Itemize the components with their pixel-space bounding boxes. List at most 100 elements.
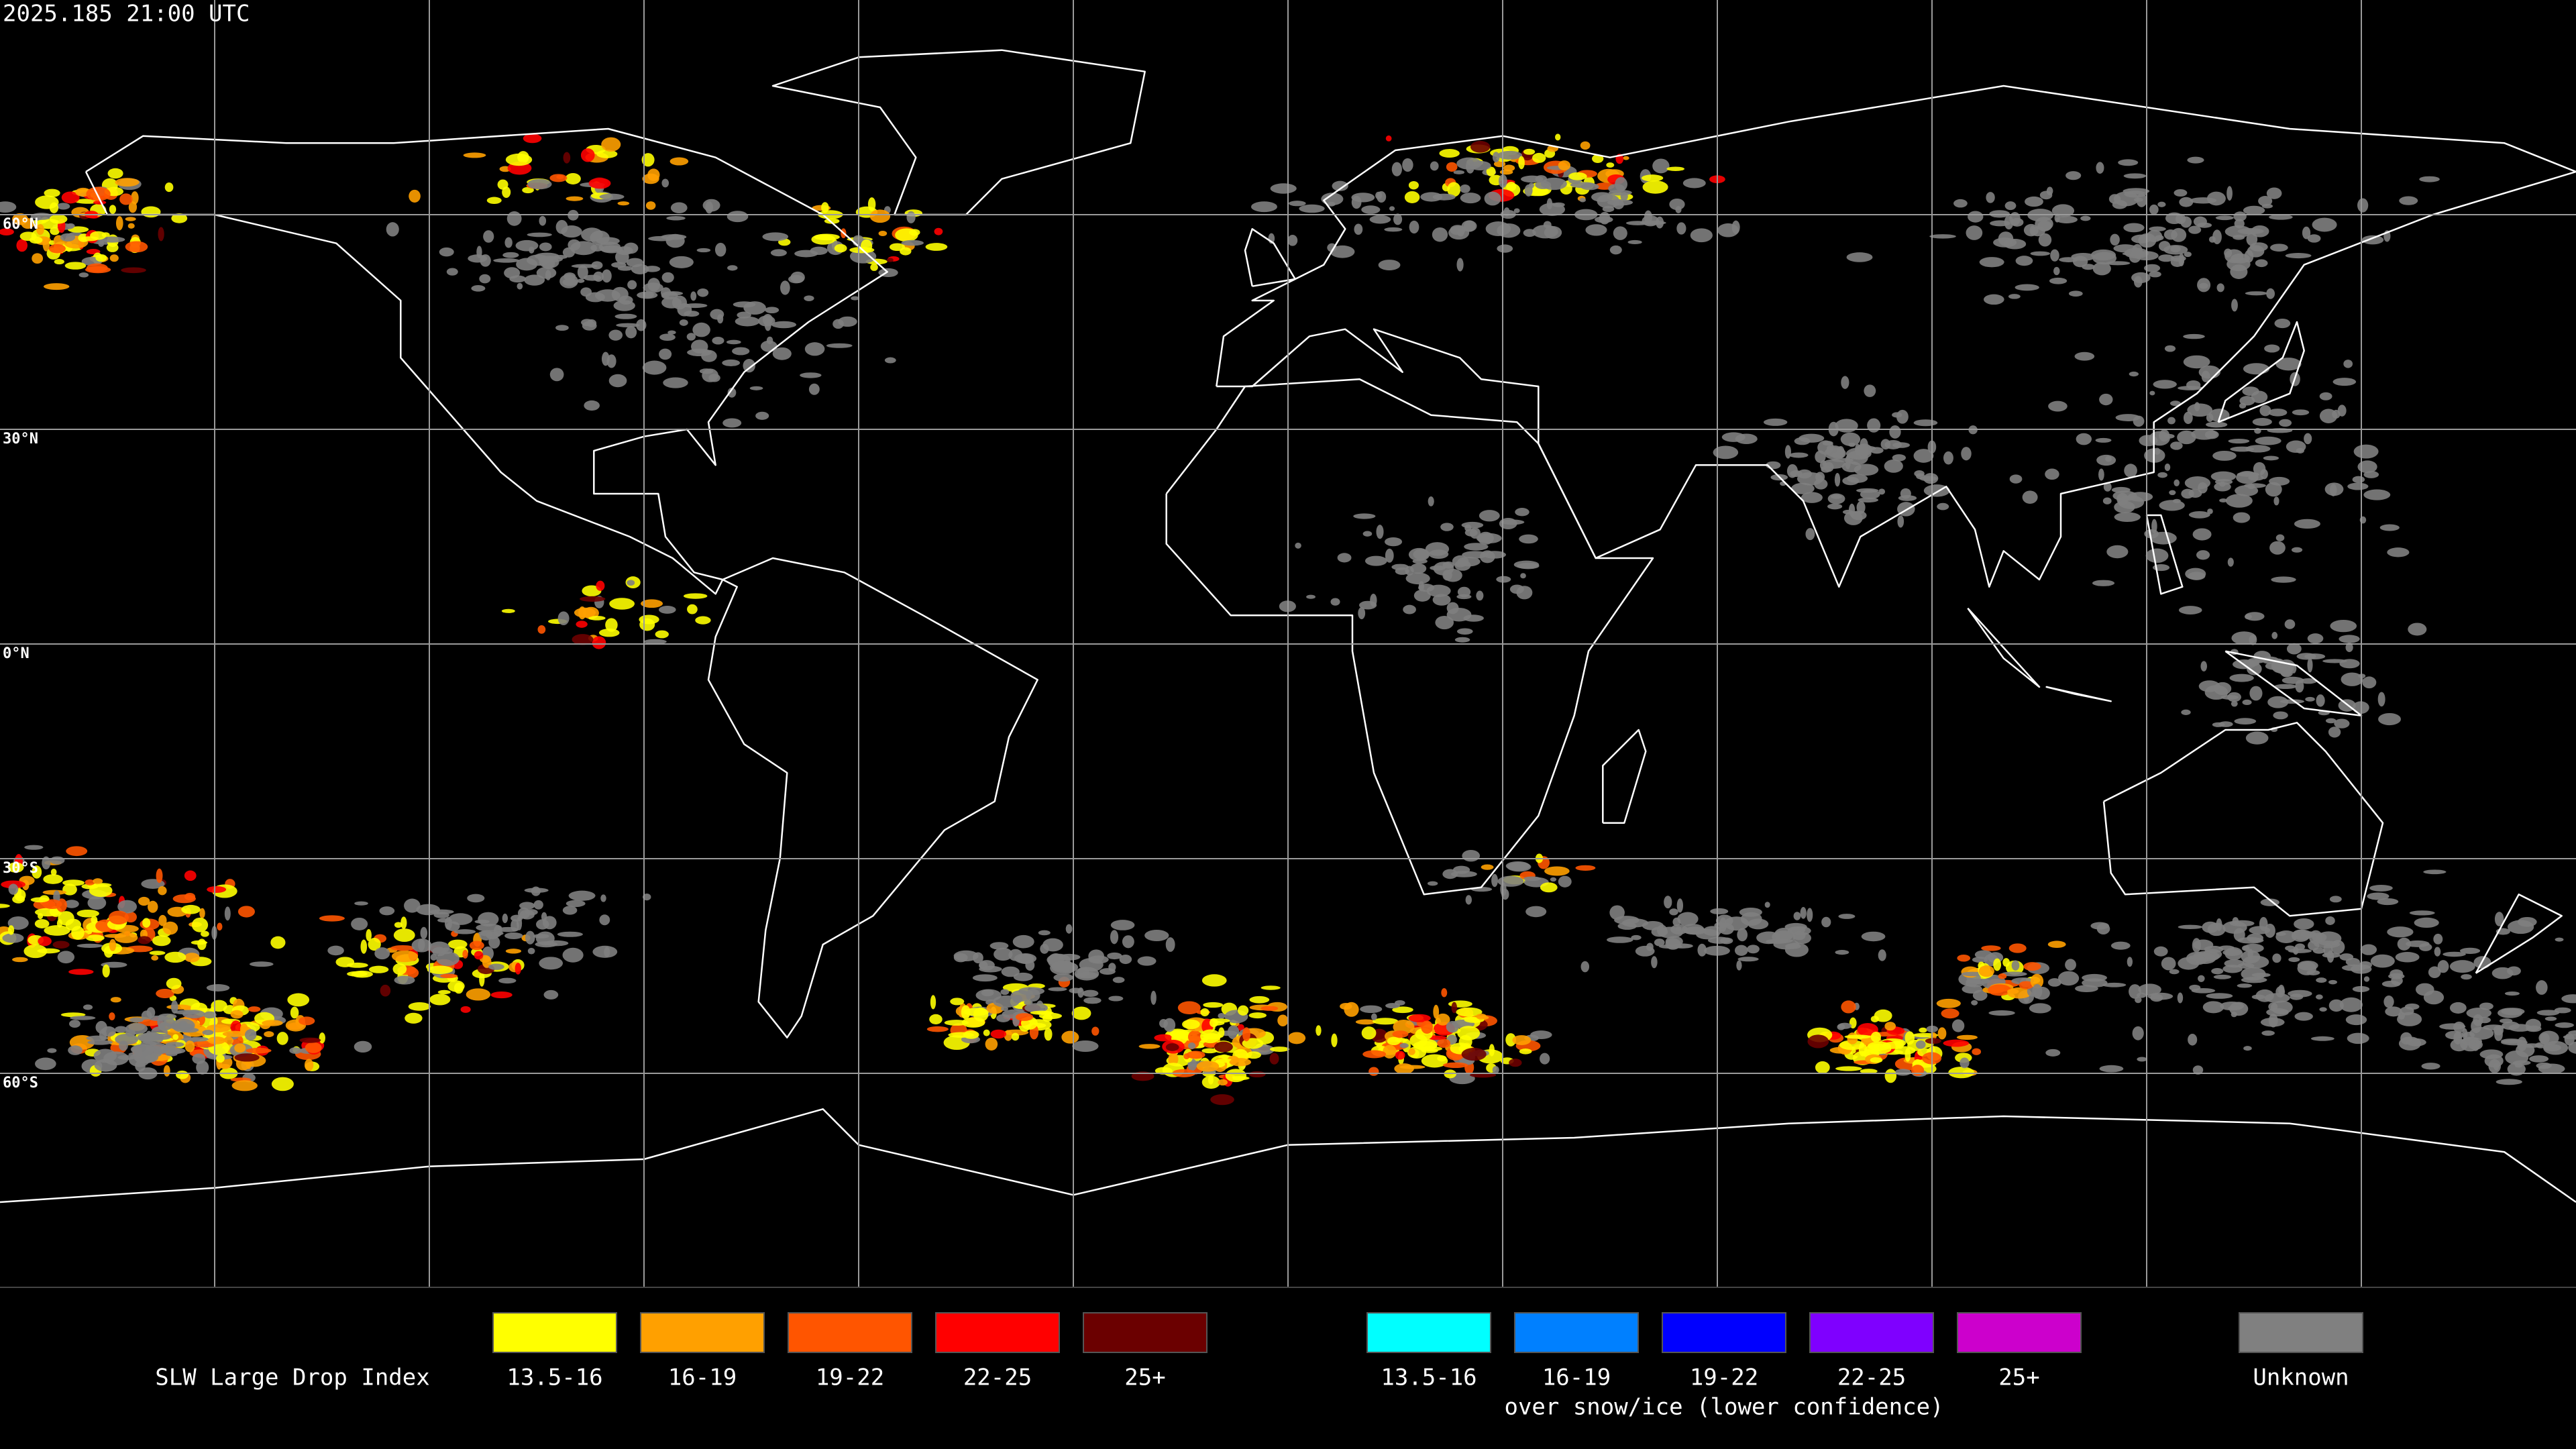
cloud-cell [374,947,390,960]
cloud-cell [1358,607,1366,620]
cloud-cell [1362,1050,1387,1059]
cloud-cell [2285,253,2312,259]
cloud-cell [7,925,15,935]
cloud-cell [19,231,37,241]
timestamp: 2025.185 21:00 UTC [3,1,250,28]
cloud-cell [702,368,718,382]
cloud-cell [1570,182,1596,189]
cloud-cell [1878,949,1886,961]
cloud-cell [2300,931,2318,938]
cloud-cell [2138,983,2161,996]
cloud-cell [794,250,818,258]
cloud-cell [1614,916,1640,925]
cloud-cell [158,914,167,926]
cloud-cell [517,907,531,919]
cloud-cell [1137,956,1157,966]
cloud-cell [2200,661,2208,672]
cloud-cell [469,941,484,951]
cloud-cell [710,309,724,320]
legend-label: 16-19 [1542,1364,1611,1391]
cloud-cell [43,874,63,884]
cloud-cell [522,186,534,194]
cloud-cell [2288,949,2312,953]
cloud-cell [1627,239,1642,245]
cloud-cell [2158,254,2174,262]
cloud-cell [2096,923,2110,934]
cloud-cell [1457,228,1464,237]
cloud-cell [561,225,582,238]
cloud-cell [2244,483,2266,488]
cloud-cell [287,993,310,1007]
cloud-cell [2279,699,2305,704]
cloud-cell [16,239,28,252]
cloud-cell [1591,192,1613,203]
legend-swatch [935,1312,1060,1353]
cloud-cell [760,340,777,352]
cloud-cell [2259,405,2271,417]
cloud-cell [1929,234,1956,239]
cloud-cell [2030,973,2044,989]
cloud-cell [2204,430,2219,439]
cloud-cell [1287,234,1298,246]
cloud-cell [2233,512,2251,523]
legend-swatch [1809,1312,1934,1353]
cloud-cell [581,319,594,327]
cloud-cell [687,348,712,356]
cloud-cell [1837,1024,1845,1030]
cloud-cell [1362,531,1373,537]
cloud-cell [811,233,836,245]
cloud-cell [68,969,94,975]
cloud-cell [2408,623,2427,636]
cloud-cell [1651,956,1658,969]
cloud-cell [2174,479,2180,486]
cloud-cell [1867,418,1881,433]
cloud-cell [147,900,158,913]
cloud-cell [1948,1067,1974,1079]
cloud-cell [584,274,602,281]
cloud-cell [800,372,822,378]
cloud-cell [2345,957,2360,967]
cloud-cell [2167,417,2176,425]
cloud-cell [2369,884,2393,892]
cloud-cell [2507,966,2521,976]
cloud-cell [1389,206,1395,211]
cloud-cell [1846,252,1873,262]
cloud-cell [1461,220,1477,232]
cloud-cell [1786,464,1798,478]
cloud-cell [1446,162,1458,172]
cloud-cell [2170,245,2181,253]
cloud-cell [1501,888,1509,900]
cloud-cell [163,1065,170,1077]
cloud-cell [1075,971,1098,979]
cloud-cell [627,580,635,586]
cloud-cell [2536,980,2548,995]
cloud-cell [121,267,146,274]
cloud-cell [249,961,274,967]
cloud-cell [2272,953,2282,963]
cloud-cell [1535,180,1552,189]
cloud-cell [2319,409,2338,423]
cloud-cell [591,261,603,270]
cloud-cell [2398,1036,2422,1051]
cloud-cell [420,926,428,939]
cloud-cell [1937,1027,1947,1040]
cloud-cell [2224,959,2245,968]
cloud-cell [833,319,844,329]
cloud-cell [1609,905,1625,920]
cloud-cell [1453,170,1465,174]
cloud-cell [1364,555,1387,566]
cloud-cell [1454,559,1471,571]
cloud-cell [437,989,451,995]
cloud-cell [2057,971,2080,986]
cloud-cell [661,272,674,283]
cloud-cell [884,357,896,364]
cloud-cell [2414,917,2439,928]
cloud-cell [1065,924,1073,934]
cloud-cell [2244,614,2252,620]
cloud-cell [1486,166,1496,176]
cloud-cell [1513,208,1520,213]
cloud-cell [2347,1032,2369,1044]
cloud-cell [2302,226,2311,239]
cloud-cell [2500,1038,2522,1044]
cloud-cell [36,224,44,235]
